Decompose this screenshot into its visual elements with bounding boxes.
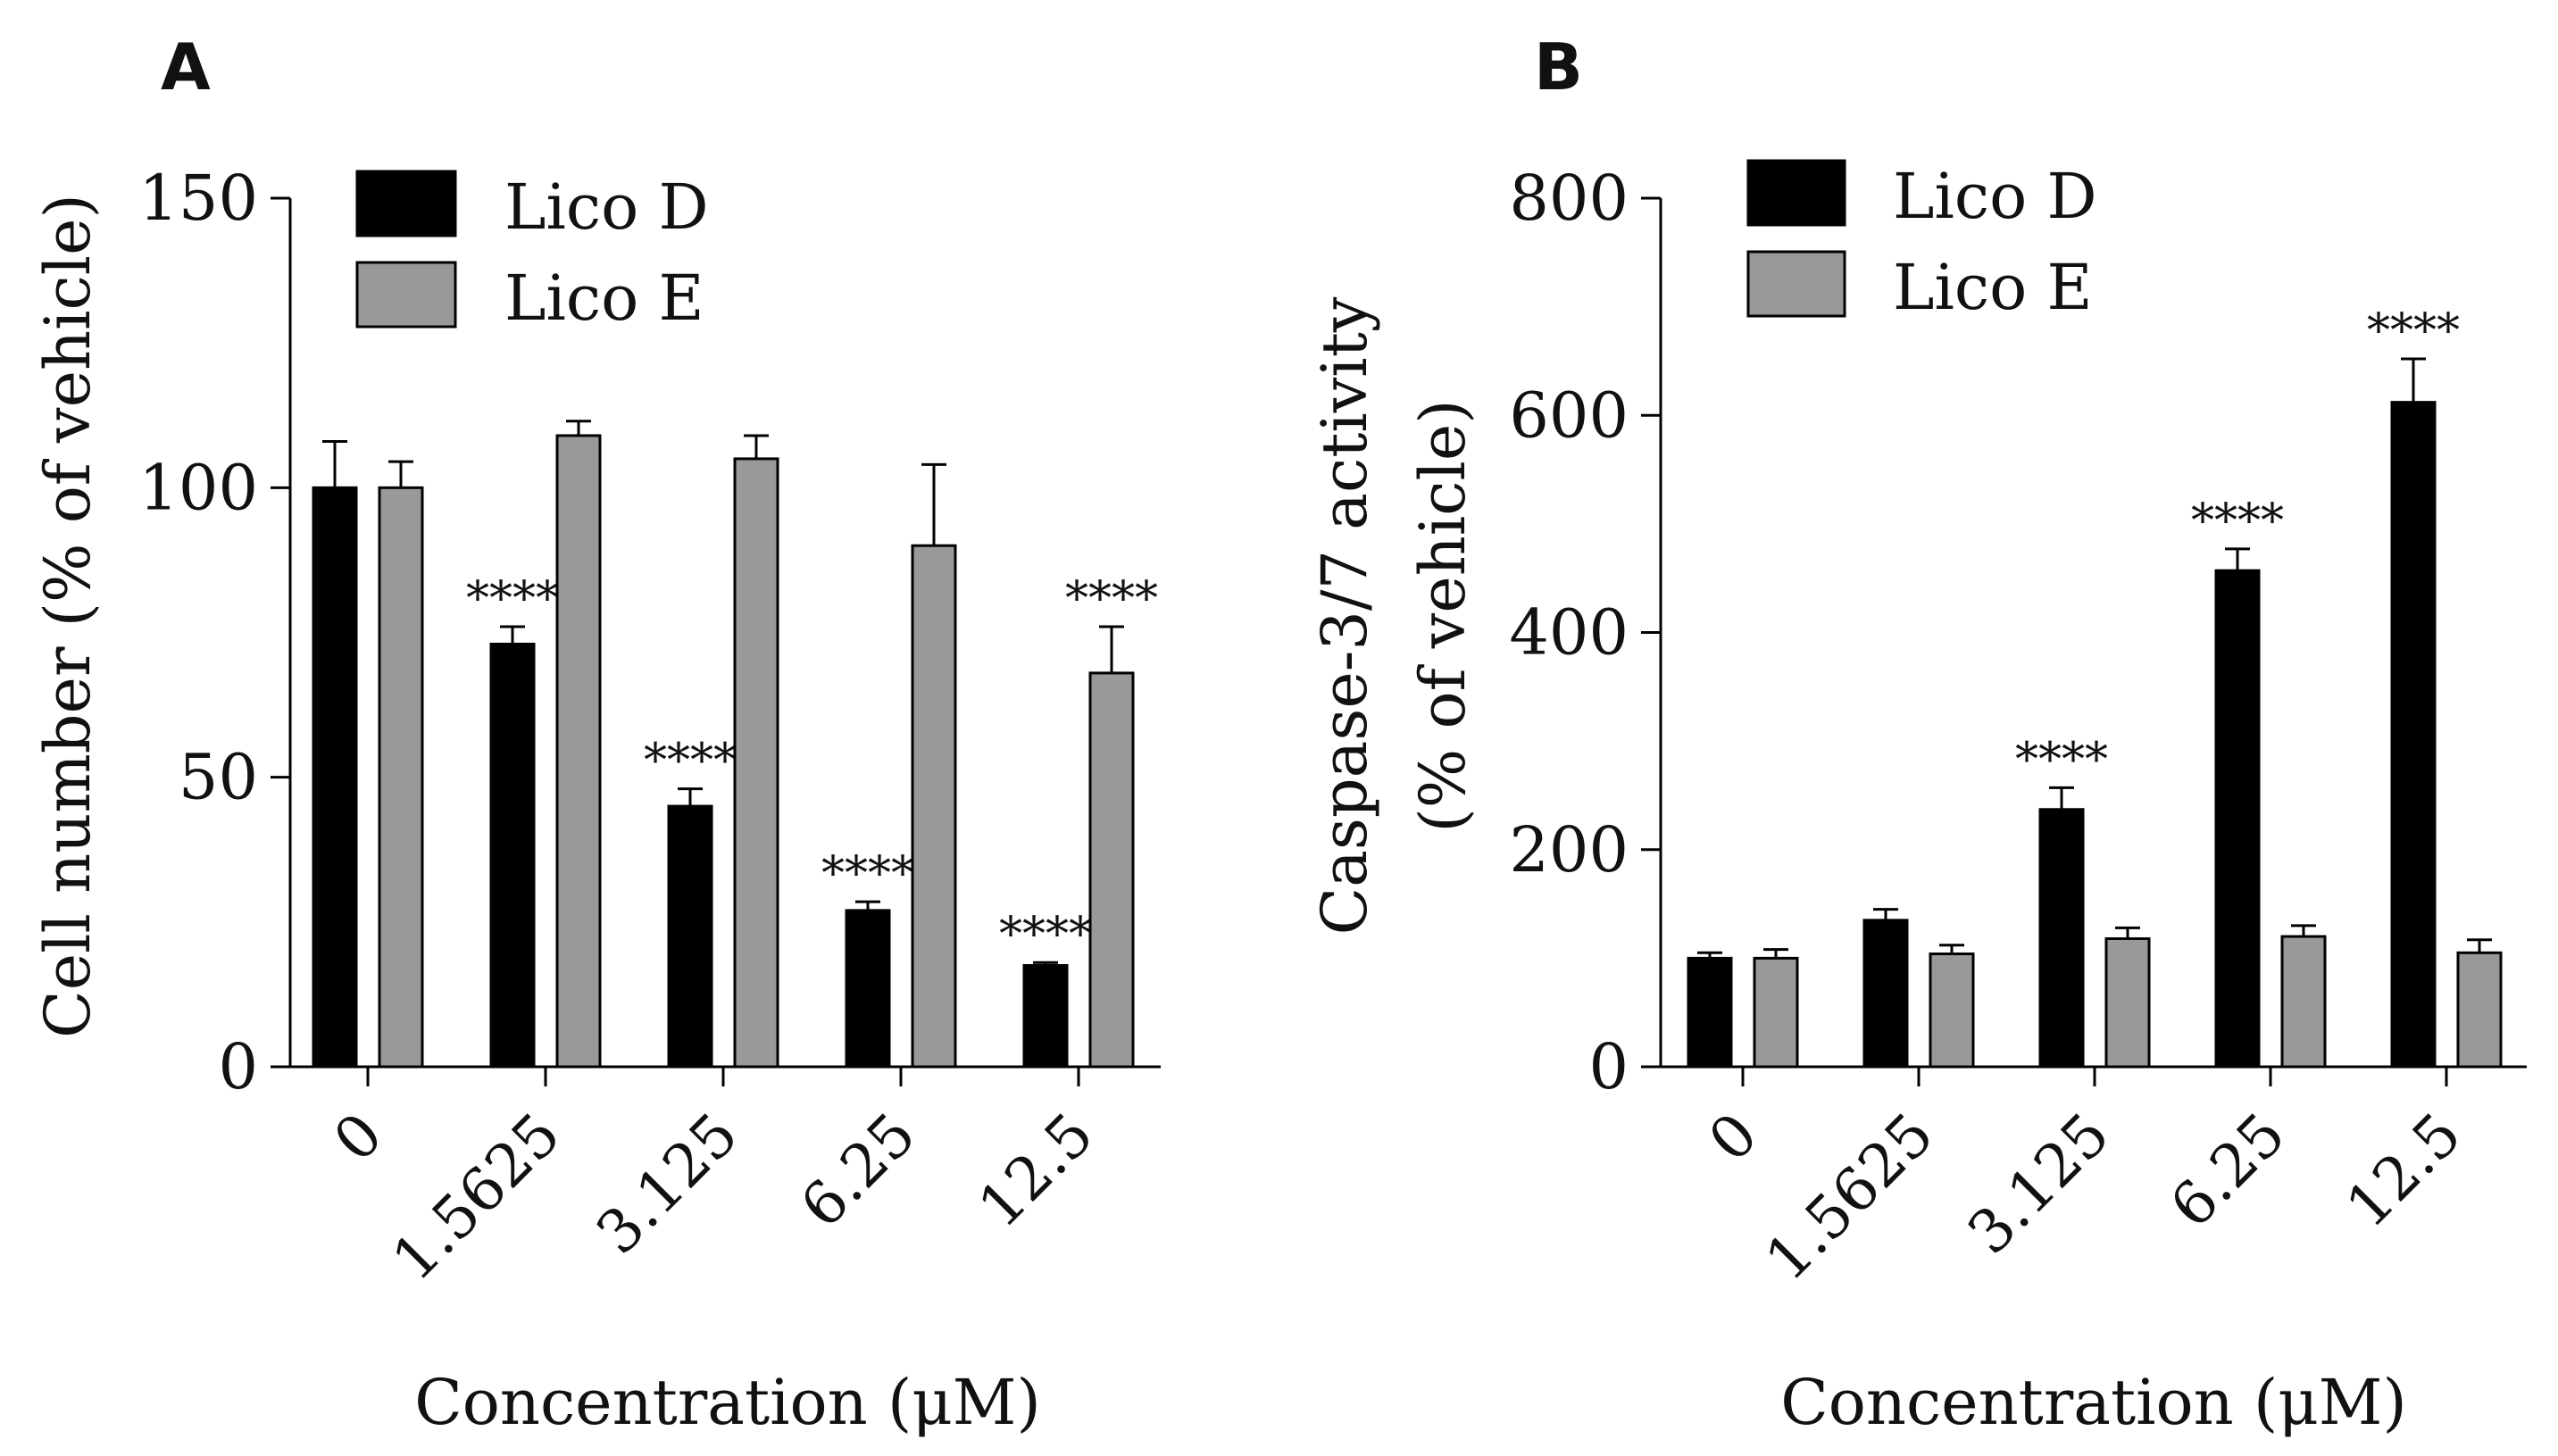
panel-b-x-tick-label: 3.125 [1954,1100,2122,1268]
panel-label-b: B [1534,29,1583,104]
panel-b-x-tick-label: 6.25 [2157,1100,2298,1241]
panel-b-legend-swatch [1746,250,1846,318]
panel-a-bar-lico-d [1022,963,1069,1069]
panel-a-y-tick-label: 50 [179,741,258,814]
panel-a-x-tick-label: 0 [321,1100,396,1175]
panel-a-x-axis-title: Concentration (μM) [414,1366,1041,1439]
panel-b-y-tick-label: 600 [1509,379,1629,452]
panel-b-bar-lico-e [1753,956,1799,1069]
panel-b-bar-lico-e [2104,936,2151,1069]
panel-b-x-axis-title: Concentration (μM) [1780,1366,2407,1439]
panel-a-bar-lico-d [667,804,713,1069]
panel-a-x-tick-label: 6.25 [787,1100,929,1241]
panel-a-bars: **** **** **** **** **** [312,420,1158,1069]
panel-b-bar-lico-d [1862,919,1909,1069]
panel-a-y-tick-label: 150 [138,162,258,235]
panel-b-significance-label: **** [2015,733,2108,786]
panel-a-x-tick-label: 3.125 [583,1100,751,1268]
panel-b-bar-lico-d [2214,569,2261,1069]
panel-b-y-tick-label: 200 [1509,813,1629,886]
panel-a-significance-label: **** [644,735,737,788]
panel-b-legend: Lico D Lico E [1746,159,2097,324]
panel-b-y-tick-label: 0 [1588,1030,1629,1103]
panel-a-bar-lico-e [911,544,957,1069]
panel-b-significance-label: **** [2191,495,2284,548]
panel-a-y-tick-label: 100 [138,451,258,524]
panel-b-x-tick-label: 0 [1696,1100,1771,1175]
panel-a-bar-lico-e [1088,671,1135,1069]
panel-b-bar-lico-e [2456,951,2503,1069]
panel-a-legend-swatch [355,261,457,329]
panel-b-legend-swatch [1746,159,1846,227]
panel-a-significance-label: **** [1065,572,1158,626]
panel-b-bars: **** **** **** [1687,304,2503,1069]
panel-a-legend: Lico D Lico E [355,170,709,335]
panel-b-y-tick-label: 400 [1509,596,1629,670]
panel-a-y-axis-title: Cell number (% of vehicle) [31,194,104,1038]
panel-b-y-axis-title: Caspase-3/7 activity [1308,296,1381,935]
panel-a-significance-label: **** [821,847,914,901]
panel-b-x-tick-label: 1.5625 [1753,1100,1947,1294]
panel-b-bar-lico-d [2038,808,2085,1069]
panel-a-bar-lico-d [845,909,891,1069]
panel-b-legend-label: Lico D [1893,160,2097,233]
panel-a-bar-lico-d [312,486,358,1069]
panel-a-bar-lico-e [733,457,779,1069]
panel-a-x-tick-label: 12.5 [965,1100,1106,1241]
panel-label-a: A [161,29,211,104]
panel-b-x-tick-label: 12.5 [2333,1100,2474,1241]
panel-b-bar-lico-e [2280,935,2327,1069]
panel-a-bar-lico-d [489,642,536,1069]
panel-b-bar-lico-d [1687,956,1733,1069]
panel-b-bar-lico-d [2390,401,2437,1069]
panel-a-legend-label: Lico E [504,262,704,335]
panel-b-significance-label: **** [2367,304,2460,358]
panel-a-x-tick-label: 1.5625 [379,1100,574,1294]
panel-b-y-tick-label: 800 [1509,162,1629,235]
panel-a-legend-label: Lico D [504,171,709,244]
panel-a-bar-lico-e [378,486,424,1069]
panel-b-bar-lico-e [1929,953,1975,1069]
panel-b-legend-label: Lico E [1893,251,2093,324]
panel-a-y-tick-label: 0 [218,1030,258,1103]
panel-b-y-axis-title-line2: (% of vehicle) [1406,399,1479,832]
panel-a-significance-label: **** [466,572,559,626]
panel-a-bar-lico-e [555,434,602,1069]
panel-a-legend-swatch [355,170,457,237]
panel-a-significance-label: **** [999,908,1092,961]
